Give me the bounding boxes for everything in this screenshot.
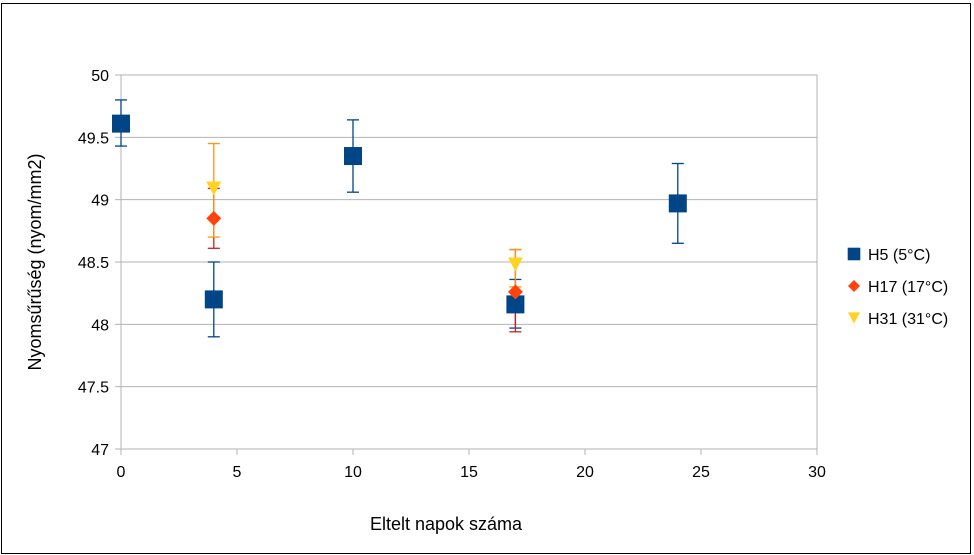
legend-label: H31 (31°C): [868, 311, 948, 328]
y-tick-label: 47.5: [78, 380, 109, 397]
y-tick-label: 49.5: [78, 130, 109, 147]
error-bars: [115, 99, 684, 338]
legend-marker: [847, 247, 861, 261]
data-point: [507, 257, 523, 272]
data-point: [506, 295, 525, 314]
axes: [115, 74, 818, 455]
y-tick-label: 49: [91, 193, 109, 210]
y-tick-label: 50: [91, 68, 109, 85]
data-point: [206, 181, 222, 196]
x-tick-label: 30: [808, 464, 826, 481]
data-point: [112, 114, 130, 133]
x-tick-label: 5: [233, 464, 242, 481]
data-point: [668, 194, 687, 213]
tick-labels: 47 47.5 48 48.5 49 49.5 50 0 5 10 15 20 25 30: [78, 68, 826, 481]
x-axis-title: Eltelt napok száma: [370, 514, 523, 534]
legend-marker: [848, 312, 860, 324]
legend-marker: [848, 280, 860, 292]
x-tick-label: 10: [344, 464, 362, 481]
data-markers: [112, 114, 687, 314]
y-axis-title: Nyomsűrűség (nyom/mm2): [25, 153, 45, 370]
data-point: [507, 284, 523, 300]
y-tick-label: 47: [91, 442, 109, 459]
legend: H5 (5°C) H17 (17°C) H31 (31°C): [847, 247, 948, 328]
grid-lines: [121, 74, 817, 450]
legend-label: H5 (5°C): [868, 247, 930, 264]
chart-frame: [1, 3, 971, 554]
x-tick-label: 20: [576, 464, 594, 481]
data-point: [206, 210, 222, 226]
y-tick-label: 48.5: [78, 255, 109, 272]
data-point: [344, 147, 362, 166]
x-tick-label: 25: [692, 464, 710, 481]
data-point: [204, 290, 223, 309]
y-tick-label: 48: [91, 317, 109, 334]
legend-label: H17 (17°C): [868, 279, 948, 296]
x-tick-label: 0: [117, 464, 126, 481]
x-tick-label: 15: [460, 464, 478, 481]
